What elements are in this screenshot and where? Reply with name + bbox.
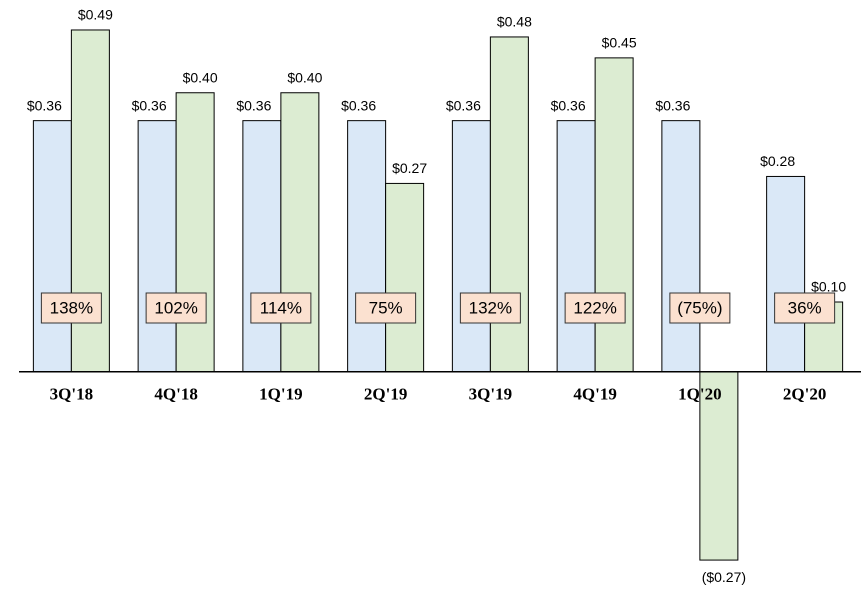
annotation-box — [355, 292, 417, 324]
value-label: $0.27 — [392, 160, 427, 176]
x-tick-label: 2Q'20 — [783, 385, 826, 404]
value-label: $0.40 — [287, 69, 322, 85]
value-label: $0.36 — [551, 97, 586, 113]
x-tick-label: 1Q'20 — [678, 385, 721, 404]
value-label: $0.49 — [78, 7, 113, 23]
annotation-box — [250, 292, 312, 324]
annotation-box — [774, 292, 836, 324]
value-label: $0.40 — [183, 69, 218, 85]
annotation: 132% — [469, 298, 512, 317]
value-label: $0.36 — [236, 97, 271, 113]
bar — [137, 120, 177, 373]
x-tick-label: 3Q'18 — [50, 385, 93, 404]
value-label: $0.36 — [446, 97, 481, 113]
value-label: $0.48 — [497, 14, 532, 30]
bar — [242, 120, 282, 373]
value-label: $0.10 — [811, 279, 846, 295]
value-label: $0.36 — [655, 97, 690, 113]
annotation: 138% — [50, 298, 93, 317]
value-label: ($0.27) — [702, 569, 746, 585]
value-label: $0.36 — [341, 97, 376, 113]
annotation-box — [564, 292, 626, 324]
annotation-box — [40, 292, 102, 324]
annotation-box — [459, 292, 521, 324]
annotation: 102% — [154, 298, 197, 317]
bar — [347, 120, 387, 373]
bar — [175, 92, 215, 373]
x-tick-label: 4Q'19 — [573, 385, 616, 404]
value-label: $0.28 — [760, 153, 795, 169]
bar — [32, 120, 72, 373]
annotation: (75%) — [677, 298, 722, 317]
annotation: 36% — [788, 298, 822, 317]
bar — [451, 120, 491, 373]
x-tick-label: 3Q'19 — [469, 385, 512, 404]
annotation: 122% — [573, 298, 616, 317]
annotation-box — [669, 292, 731, 324]
x-tick-label: 2Q'19 — [364, 385, 407, 404]
bar — [661, 120, 701, 373]
annotation: 75% — [369, 298, 403, 317]
value-label: $0.36 — [27, 97, 62, 113]
x-tick-label: 4Q'18 — [154, 385, 197, 404]
bar — [280, 92, 320, 373]
annotation: 114% — [260, 298, 302, 317]
value-label: $0.36 — [132, 97, 167, 113]
value-label: $0.45 — [602, 35, 637, 51]
annotation-box — [145, 292, 207, 324]
bar — [766, 175, 806, 373]
bar — [594, 57, 634, 373]
bar — [556, 120, 596, 373]
x-tick-label: 1Q'19 — [259, 385, 302, 404]
bar — [385, 182, 425, 373]
